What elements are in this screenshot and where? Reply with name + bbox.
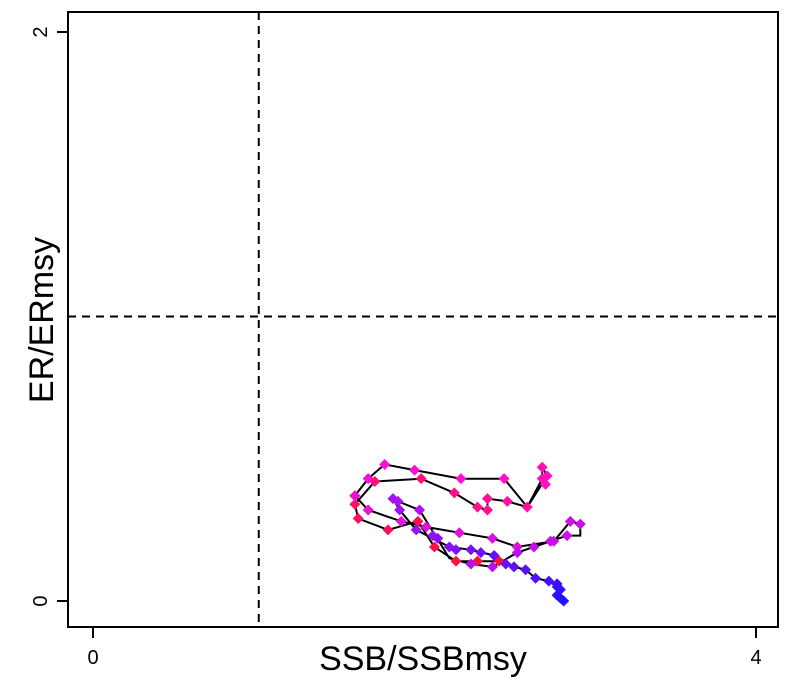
data-point [415, 473, 427, 485]
data-point [428, 541, 440, 553]
data-point [501, 495, 513, 507]
data-point [561, 530, 573, 542]
data-point [508, 561, 520, 573]
data-point [486, 532, 498, 544]
data-point [448, 487, 460, 499]
data-point [511, 547, 523, 559]
data-point [465, 544, 477, 556]
data-point [486, 561, 498, 573]
data-point [349, 490, 361, 502]
data-point [432, 532, 444, 544]
x-tick-label: 0 [87, 647, 98, 669]
data-point [362, 504, 374, 516]
x-axis-title: SSB/SSBmsy [319, 640, 527, 678]
data-point [382, 524, 394, 536]
y-tick-label: 0 [30, 595, 52, 606]
y-axis-title: ER/ERmsy [23, 237, 61, 403]
data-point [511, 541, 523, 553]
data-point [410, 524, 422, 536]
data-point [541, 470, 553, 482]
data-point [488, 549, 500, 561]
data-point [414, 504, 426, 516]
data-point [481, 493, 493, 505]
data-point [472, 501, 484, 513]
data-point [481, 504, 493, 516]
data-point [450, 555, 462, 567]
data-point [498, 473, 510, 485]
data-point [412, 515, 424, 527]
data-point [530, 572, 542, 584]
data-point [349, 498, 361, 510]
data-point [455, 473, 467, 485]
data-point [528, 541, 540, 553]
data-point [409, 464, 421, 476]
x-tick-label: 4 [750, 647, 761, 669]
data-point [395, 515, 407, 527]
y-axis: 02 [30, 26, 68, 607]
data-point [500, 558, 512, 570]
data-point [536, 461, 548, 473]
data-point [352, 512, 364, 524]
data-point [564, 515, 576, 527]
data-point [475, 547, 487, 559]
data-point [520, 564, 532, 576]
plot-box [67, 11, 779, 628]
data-point [465, 558, 477, 570]
data-point [387, 493, 399, 505]
data-point [521, 501, 533, 513]
data-points [349, 458, 586, 607]
data-point [379, 458, 391, 470]
data-point [539, 478, 551, 490]
data-point [543, 575, 555, 587]
data-point [450, 544, 462, 556]
data-point [558, 595, 570, 607]
y-tick-label: 2 [30, 26, 52, 37]
data-point [574, 518, 586, 530]
data-point [394, 504, 406, 516]
data-point [420, 521, 432, 533]
data-point [362, 473, 374, 485]
data-point [453, 527, 465, 539]
reference-lines [68, 12, 778, 627]
data-point [544, 535, 556, 547]
